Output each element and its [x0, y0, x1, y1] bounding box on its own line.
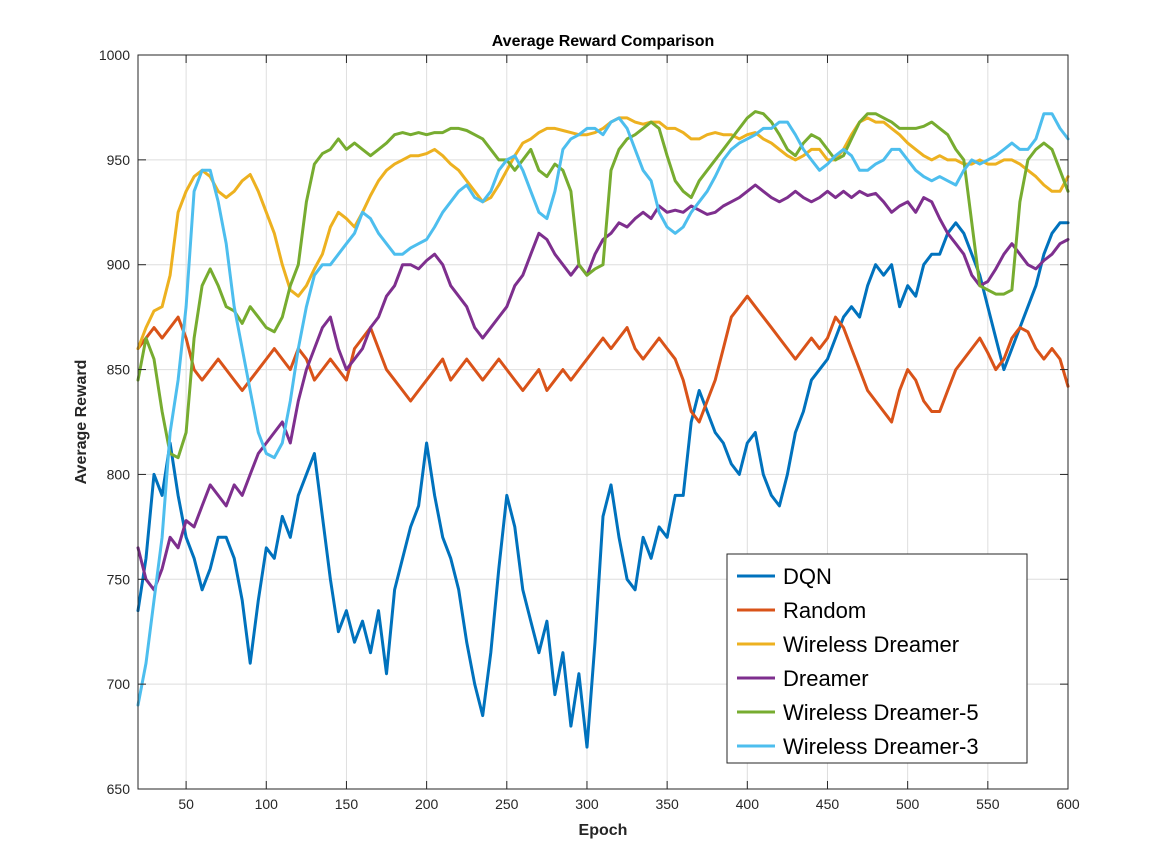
x-axis-title: Epoch [579, 822, 628, 839]
x-tick-label: 350 [655, 796, 679, 812]
legend-label-wireless-dreamer-3: Wireless Dreamer-3 [783, 734, 979, 759]
y-axis-title: Average Reward [73, 360, 90, 485]
legend-label-wireless-dreamer: Wireless Dreamer [783, 632, 959, 657]
x-tick-label: 250 [495, 796, 519, 812]
series-line-wireless-dreamer-3 [136, 112, 1070, 707]
x-tick-label: 600 [1056, 796, 1080, 812]
ticks: 50 100 150 200 250 300 350 400 450 500 550 600 650 70… [99, 47, 1080, 812]
x-tick-label: 500 [896, 796, 920, 812]
y-tick-label: 1000 [99, 47, 130, 63]
y-tick-label: 800 [107, 466, 131, 482]
x-tick-label: 100 [255, 796, 279, 812]
y-tick-label: 750 [107, 571, 131, 587]
series-line-random [136, 294, 1070, 424]
legend-box [726, 553, 1028, 764]
x-tick-label: 450 [816, 796, 840, 812]
series-group [136, 110, 1070, 749]
x-tick-label: 300 [575, 796, 599, 812]
legend-label-dqn: DQN [783, 564, 832, 589]
legend-label-random: Random [783, 598, 866, 623]
legend: DQN Random Wireless Dreamer Dreamer Wireless… [726, 553, 1028, 764]
chart-title: Average Reward Comparison [492, 33, 715, 50]
series-line-dqn [136, 221, 1070, 749]
x-tick-label: 550 [976, 796, 1000, 812]
legend-label-dreamer: Dreamer [783, 666, 869, 691]
y-tick-label: 850 [107, 362, 131, 378]
series-line-wireless-dreamer-5 [136, 110, 1070, 460]
y-tick-label: 650 [107, 781, 131, 797]
series-line-dreamer [136, 183, 1070, 592]
x-tick-label: 50 [178, 796, 194, 812]
legend-label-wireless-dreamer-5: Wireless Dreamer-5 [783, 700, 979, 725]
x-tick-label: 150 [335, 796, 359, 812]
axes-box [137, 54, 1069, 790]
y-tick-label: 900 [107, 257, 131, 273]
x-tick-label: 400 [736, 796, 760, 812]
y-tick-label: 700 [107, 676, 131, 692]
x-tick-label: 200 [415, 796, 439, 812]
series-line-wireless-dreamer [136, 116, 1070, 351]
y-tick-label: 950 [107, 152, 131, 168]
